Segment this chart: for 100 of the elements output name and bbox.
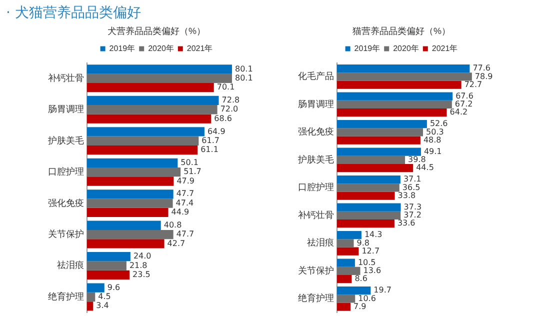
data-label: 50.3: [426, 127, 444, 136]
data-label: 44.5: [416, 163, 434, 172]
data-label: 47.7: [176, 189, 194, 198]
legend-label: 2021年: [186, 44, 213, 54]
data-label: 19.7: [374, 286, 392, 295]
bar: [87, 270, 130, 280]
data-label: 72.7: [464, 80, 482, 89]
bar: [337, 239, 354, 248]
bar: [337, 120, 427, 128]
y-tick-label: 肠胃调理: [48, 104, 84, 114]
data-label: 9.8: [356, 238, 370, 248]
y-tick-label: 关节保护: [298, 265, 334, 276]
y-tick-label: 肠胃调理: [298, 98, 334, 109]
legend-label: 2021年: [432, 44, 458, 54]
data-label: 23.5: [132, 270, 150, 279]
y-tick-label: 口腔护理: [48, 166, 84, 177]
bar: [337, 175, 400, 184]
data-label: 21.8: [129, 260, 148, 270]
bar: [87, 239, 164, 248]
data-label: 78.9: [474, 72, 493, 81]
y-tick-label: 护肤美毛: [297, 154, 334, 164]
bar: [87, 127, 204, 136]
data-label: 7.9: [354, 302, 366, 311]
data-label: 13.6: [363, 266, 382, 276]
bar: [87, 208, 168, 218]
bar: [87, 230, 174, 240]
data-label: 37.3: [404, 202, 422, 212]
bar: [337, 156, 406, 164]
bar: [87, 158, 178, 168]
data-label: 61.7: [202, 136, 220, 145]
bar: [337, 148, 421, 156]
chart-title: 猫营养品品类偏好（%）: [352, 26, 451, 36]
bar: [337, 80, 462, 89]
bar: [337, 128, 424, 136]
bar: [337, 266, 360, 276]
data-label: 37.2: [404, 210, 422, 220]
data-label: 49.1: [424, 146, 442, 156]
legend-label: 2019年: [109, 44, 136, 54]
bar: [87, 168, 181, 177]
data-label: 67.2: [454, 100, 473, 109]
bar: [337, 192, 395, 200]
data-label: 14.3: [364, 230, 382, 240]
bar: [87, 176, 174, 186]
data-label: 48.8: [423, 135, 442, 144]
chart-title: 犬营养品品类偏好（%）: [107, 26, 206, 36]
y-tick-label: 护肤美毛: [47, 135, 84, 146]
data-label: 39.8: [408, 155, 426, 164]
legend-label: 2019年: [354, 44, 380, 54]
data-label: 67.6: [456, 91, 474, 100]
data-label: 8.6: [354, 274, 368, 284]
bar: [337, 64, 470, 73]
legend-label: 2020年: [393, 44, 419, 54]
data-label: 36.5: [402, 182, 420, 192]
data-label: 70.1: [216, 82, 235, 92]
bar: [337, 72, 472, 81]
data-label: 10.6: [358, 294, 376, 303]
bar: [337, 294, 356, 303]
text: · 犬猫营养品品类偏好: [6, 4, 141, 22]
bar: [87, 292, 96, 302]
bar: [337, 100, 452, 109]
bar: [87, 105, 218, 114]
data-label: 61.1: [200, 145, 218, 154]
y-tick-label: 祛泪痕: [57, 260, 84, 270]
data-label: 77.6: [472, 64, 491, 73]
bar: [87, 198, 173, 208]
bar: [337, 286, 371, 295]
bar: [337, 231, 362, 240]
data-label: 64.9: [207, 126, 226, 136]
y-tick-label: 绝育护理: [48, 291, 84, 302]
data-label: 9.6: [107, 282, 120, 292]
bar: [337, 220, 394, 228]
data-label: 44.9: [171, 208, 190, 217]
bar: [87, 114, 212, 124]
bar: [337, 164, 414, 172]
data-label: 47.4: [176, 198, 194, 208]
y-tick-label: 补钙壮骨: [48, 72, 84, 83]
data-label: 47.7: [176, 230, 194, 239]
data-label: 64.2: [450, 108, 468, 117]
data-label: 33.8: [398, 190, 416, 200]
bar: [87, 190, 174, 199]
y-tick-label: 强化免疫: [48, 198, 84, 208]
bar: [337, 108, 447, 117]
data-label: 72.8: [222, 96, 240, 105]
data-label: 47.9: [176, 176, 195, 186]
bar: [87, 64, 232, 74]
bar: [337, 184, 400, 192]
bar: [337, 302, 351, 311]
y-tick-label: 化毛产品: [298, 71, 334, 82]
bar: [87, 74, 232, 83]
bar: [337, 275, 352, 284]
y-tick-label: 祛泪痕: [307, 238, 334, 248]
data-label: 37.1: [403, 174, 422, 184]
bar: [337, 211, 401, 220]
y-tick-label: 强化免疫: [298, 126, 334, 137]
data-label: 4.5: [98, 292, 111, 302]
data-label: 40.8: [164, 220, 182, 230]
data-label: 51.7: [184, 167, 202, 176]
data-label: 50.1: [180, 158, 198, 168]
bar: [87, 283, 104, 292]
bar: [87, 82, 214, 92]
